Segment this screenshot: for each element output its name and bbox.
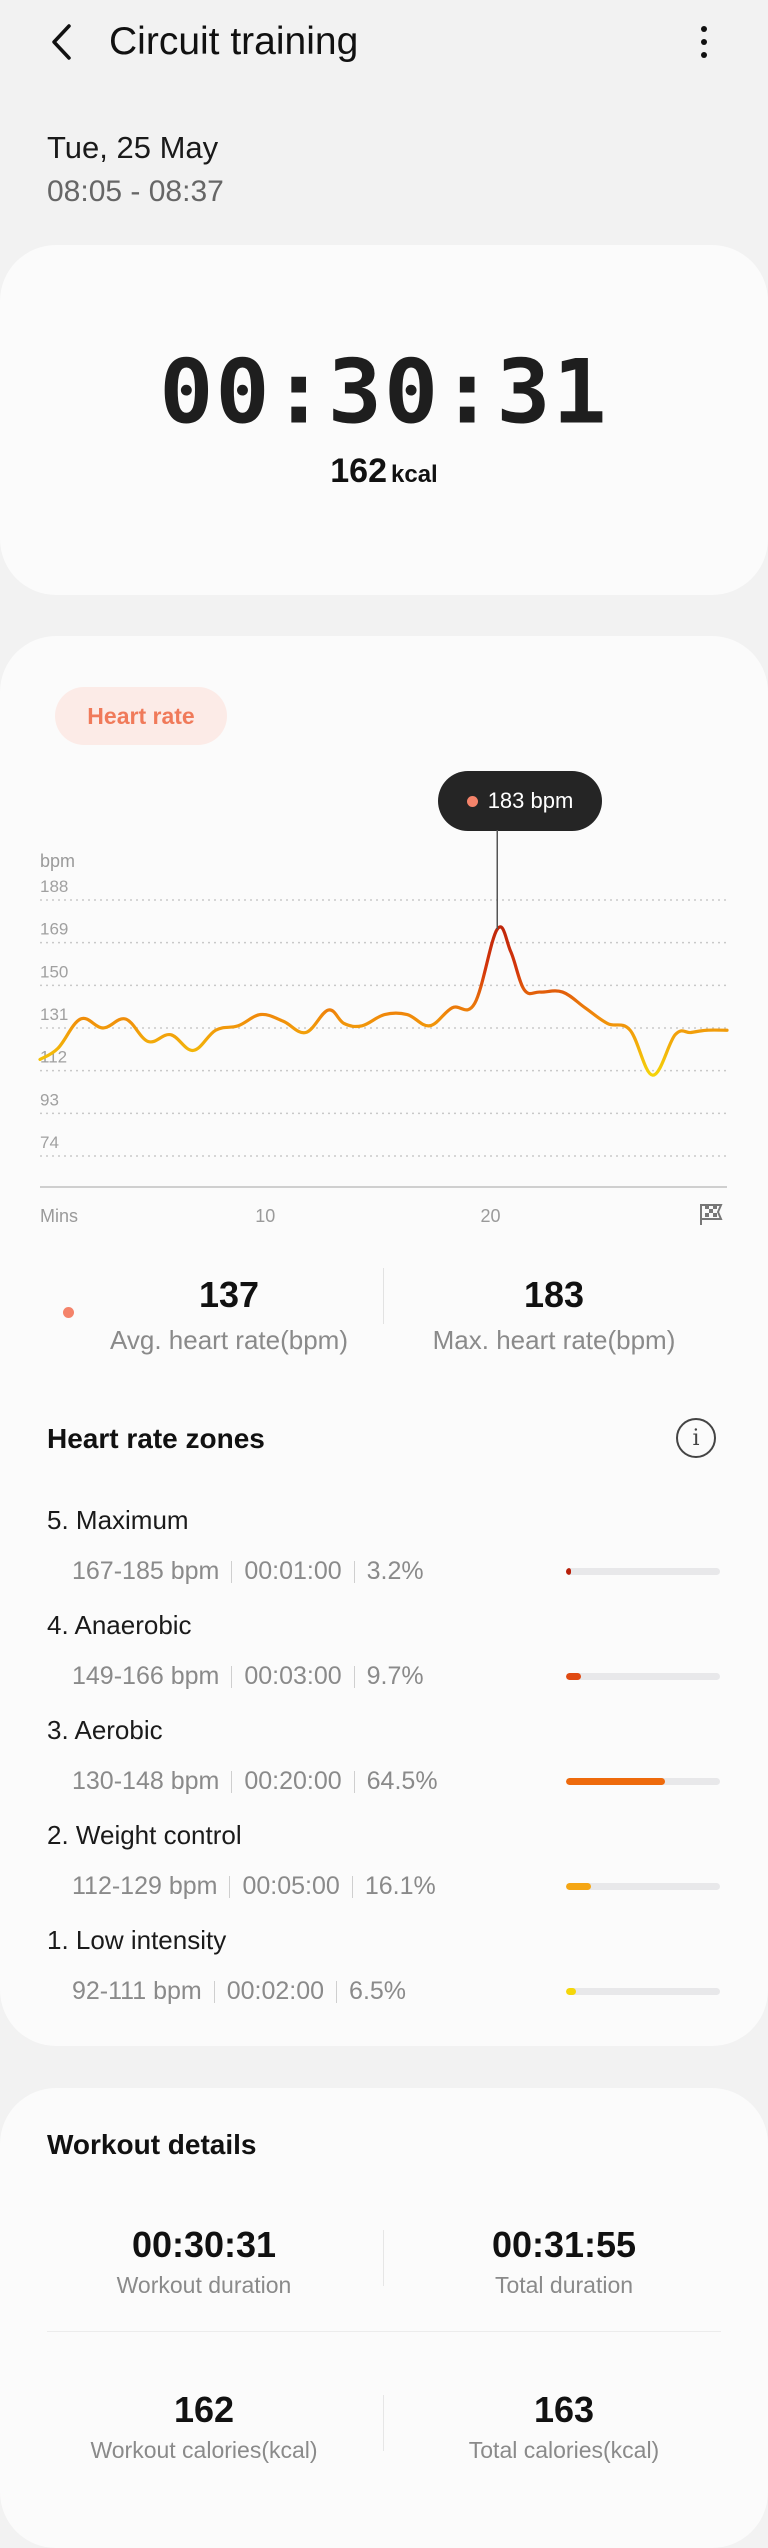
heart-rate-chart[interactable]: bpm 188 169 150 131 112 93 74 Mins 10 20 bbox=[0, 830, 768, 1240]
zone-percent: 16.1% bbox=[364, 1872, 436, 1900]
x-tick-label: 20 bbox=[480, 1206, 500, 1226]
zone-progress-bar bbox=[566, 1568, 720, 1575]
zone-time: 00:02:00 bbox=[226, 1977, 325, 2005]
heart-rate-card bbox=[0, 636, 768, 2046]
zone-name: 1. Low intensity bbox=[47, 1925, 227, 1955]
zone-name: 2. Weight control bbox=[47, 1820, 242, 1850]
heart-rate-tab[interactable]: Heart rate bbox=[55, 687, 227, 745]
summary-card bbox=[0, 245, 768, 595]
tooltip-label: 183 bpm bbox=[487, 788, 574, 813]
zone-detail: 167-185 bpm 00:01:00 3.2% bbox=[72, 1557, 424, 1586]
zone-progress-bar bbox=[566, 1883, 720, 1890]
zone-percent: 9.7% bbox=[366, 1662, 424, 1690]
zone-progress-bar bbox=[566, 1988, 720, 1995]
y-tick-label: 93 bbox=[40, 1090, 59, 1109]
more-options-icon bbox=[701, 26, 707, 32]
zone-separator bbox=[231, 1665, 233, 1688]
back-button[interactable] bbox=[38, 18, 86, 66]
zone-separator bbox=[213, 1980, 215, 2003]
details-divider bbox=[383, 2230, 384, 2286]
zone-separator bbox=[231, 1770, 233, 1793]
zone-range: 92-111 bpm bbox=[72, 1977, 202, 2005]
max-heart-rate-tooltip: 183 bpm bbox=[438, 771, 602, 831]
zone-range: 149-166 bpm bbox=[72, 1662, 220, 1690]
zone-progress-bar bbox=[566, 1673, 720, 1680]
zone-detail: 92-111 bpm 00:02:00 6.5% bbox=[72, 1977, 406, 2006]
zone-separator bbox=[336, 1980, 338, 2003]
y-tick-label: 150 bbox=[40, 962, 68, 981]
zone-percent: 64.5% bbox=[366, 1767, 438, 1795]
zone-range: 130-148 bpm bbox=[72, 1767, 220, 1795]
zone-progress-fill bbox=[566, 1988, 576, 1995]
max-heart-rate-value: 183 bbox=[523, 1274, 585, 1315]
zone-separator bbox=[353, 1560, 355, 1583]
zone-time: 00:05:00 bbox=[242, 1872, 340, 1900]
calories-unit: kcal bbox=[391, 461, 438, 488]
zone-detail: 149-166 bpm 00:03:00 9.7% bbox=[72, 1662, 424, 1691]
zone-separator bbox=[231, 1560, 233, 1583]
zone-progress-bar bbox=[566, 1778, 720, 1785]
chevron-left-icon bbox=[52, 24, 71, 60]
zone-progress-fill bbox=[566, 1673, 581, 1680]
avg-heart-rate-label: Avg. heart rate(bpm) bbox=[110, 1325, 348, 1355]
workout-date: Tue, 25 May bbox=[47, 130, 219, 165]
zone-progress-fill bbox=[566, 1778, 666, 1785]
workout-duration-label: Workout duration bbox=[116, 2272, 292, 2298]
zone-separator bbox=[353, 1770, 355, 1793]
y-tick-label: 188 bbox=[40, 877, 68, 896]
page-title: Circuit training bbox=[109, 20, 359, 63]
max-heart-rate-label: Max. heart rate(bpm) bbox=[432, 1325, 676, 1355]
y-axis-label: bpm bbox=[40, 851, 75, 871]
heart-rate-line bbox=[38, 925, 729, 1077]
zone-separator bbox=[229, 1875, 231, 1898]
zone-percent: 3.2% bbox=[366, 1557, 424, 1585]
tooltip-dot bbox=[466, 795, 478, 807]
calories-value: 162 bbox=[330, 452, 387, 490]
stat-divider bbox=[383, 1268, 384, 1324]
y-tick-label: 169 bbox=[40, 920, 68, 939]
x-axis-label: Mins bbox=[40, 1206, 78, 1226]
details-row-divider bbox=[47, 2331, 721, 2332]
x-tick-label: 10 bbox=[255, 1206, 275, 1226]
y-tick-label: 131 bbox=[40, 1005, 68, 1024]
zone-name: 3. Aerobic bbox=[47, 1715, 163, 1745]
workout-time-range: 08:05 - 08:37 bbox=[47, 175, 224, 208]
duration-display: 00:30:31 bbox=[159, 341, 609, 444]
zone-name: 4. Anaerobic bbox=[47, 1610, 192, 1640]
workout-details-card bbox=[0, 2088, 768, 2548]
zone-detail: 130-148 bpm 00:20:00 64.5% bbox=[72, 1767, 438, 1796]
total-calories-value: 163 bbox=[533, 2389, 595, 2430]
zone-time: 00:03:00 bbox=[244, 1662, 342, 1690]
workout-duration-value: 00:30:31 bbox=[131, 2224, 277, 2265]
total-calories-label: Total calories(kcal) bbox=[468, 2437, 660, 2463]
avg-heart-rate-value: 137 bbox=[198, 1274, 260, 1315]
zone-time: 00:01:00 bbox=[244, 1557, 342, 1585]
avg-legend-dot bbox=[63, 1307, 74, 1318]
total-duration-value: 00:31:55 bbox=[491, 2224, 637, 2265]
zone-progress-fill bbox=[566, 1883, 591, 1890]
zone-progress-fill bbox=[566, 1568, 571, 1575]
heart-rate-zones-title: Heart rate zones bbox=[47, 1423, 265, 1454]
zone-separator bbox=[353, 1665, 355, 1688]
workout-calories-value: 162 bbox=[173, 2389, 235, 2430]
zone-separator bbox=[351, 1875, 353, 1898]
workout-calories-label: Workout calories(kcal) bbox=[90, 2437, 318, 2463]
more-options-button[interactable] bbox=[680, 18, 728, 66]
info-icon[interactable]: i bbox=[676, 1418, 716, 1458]
y-tick-label: 74 bbox=[40, 1133, 59, 1152]
zone-percent: 6.5% bbox=[349, 1977, 407, 2005]
details-divider bbox=[383, 2395, 384, 2451]
finish-flag-icon bbox=[700, 1204, 723, 1225]
zone-detail: 112-129 bpm 00:05:00 16.1% bbox=[72, 1872, 436, 1901]
zone-range: 112-129 bpm bbox=[72, 1872, 218, 1900]
zone-range: 167-185 bpm bbox=[72, 1557, 220, 1585]
y-tick-label: 112 bbox=[40, 1048, 67, 1067]
zone-time: 00:20:00 bbox=[244, 1767, 342, 1795]
zone-name: 5. Maximum bbox=[47, 1505, 189, 1535]
calories-display: 162 kcal bbox=[0, 452, 768, 491]
workout-details-title: Workout details bbox=[47, 2129, 257, 2160]
total-duration-label: Total duration bbox=[494, 2272, 634, 2298]
